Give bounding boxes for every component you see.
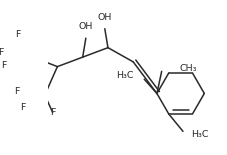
Text: F: F bbox=[14, 87, 19, 96]
Text: CH₃: CH₃ bbox=[178, 64, 196, 73]
Text: F: F bbox=[20, 103, 26, 112]
Text: H₃C: H₃C bbox=[115, 71, 133, 80]
Text: OH: OH bbox=[78, 22, 93, 31]
Text: H₃C: H₃C bbox=[190, 130, 207, 139]
Text: F: F bbox=[1, 61, 7, 70]
Text: F: F bbox=[0, 48, 4, 57]
Text: F: F bbox=[50, 108, 55, 117]
Text: OH: OH bbox=[97, 13, 111, 22]
Text: F: F bbox=[15, 30, 20, 39]
